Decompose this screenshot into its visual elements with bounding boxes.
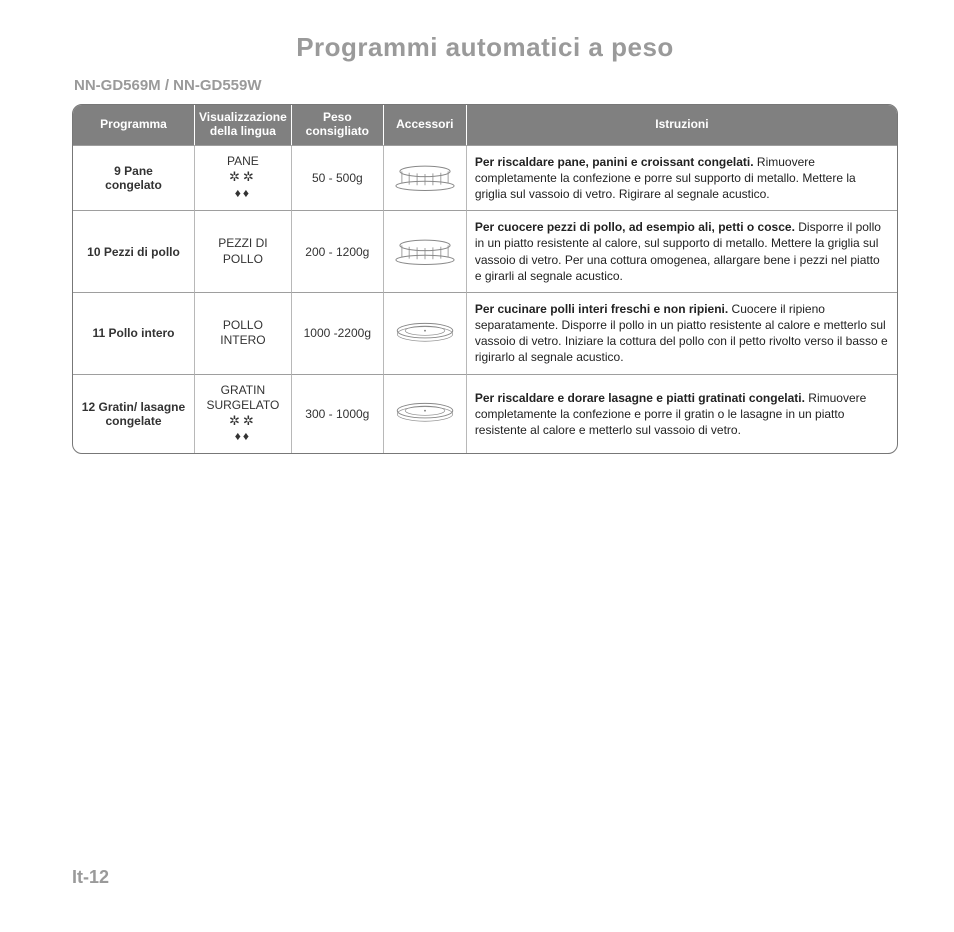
cell-accessory	[384, 145, 467, 211]
cell-accessory	[384, 374, 467, 453]
table-row: 10 Pezzi di pollo PEZZI DI POLLO 200 - 1…	[73, 210, 897, 292]
cell-instructions: Per riscaldare e dorare lasagne e piatti…	[467, 374, 897, 453]
model-numbers: NN-GD569M / NN-GD559W	[74, 77, 898, 94]
cell-programma: 10 Pezzi di pollo	[73, 210, 195, 292]
page-title: Programmi automatici a peso	[72, 32, 898, 63]
cell-weight: 300 - 1000g	[292, 374, 384, 453]
cell-instructions: Per riscaldare pane, panini e croissant …	[467, 145, 897, 211]
glass-plate-icon	[392, 314, 458, 350]
cell-programma: 12 Gratin/ lasagne congelate	[73, 374, 195, 453]
col-header-programma: Programma	[73, 105, 195, 145]
col-header-peso: Peso consigliato	[292, 105, 384, 145]
wire-rack-icon	[392, 158, 458, 194]
snowflake-icon: ✲✲	[229, 413, 257, 428]
cell-programma: 9 Pane congelato	[73, 145, 195, 211]
cell-weight: 1000 -2200g	[292, 292, 384, 374]
glass-plate-icon	[392, 394, 458, 430]
cell-accessory	[384, 292, 467, 374]
cell-weight: 50 - 500g	[292, 145, 384, 211]
cell-weight: 200 - 1200g	[292, 210, 384, 292]
programs-table: Programma Visualizzazione della lingua P…	[72, 104, 898, 454]
manual-page: Programmi automatici a peso NN-GD569M / …	[0, 0, 954, 932]
snowflake-icon: ✲✲	[229, 169, 257, 184]
table-row: 9 Pane congelato PANE ✲✲ ♦♦ 50 - 500g	[73, 145, 897, 211]
cell-instructions: Per cucinare polli interi freschi e non …	[467, 292, 897, 374]
wire-rack-icon	[392, 232, 458, 268]
cell-display: POLLO INTERO	[195, 292, 292, 374]
cell-programma: 11 Pollo intero	[73, 292, 195, 374]
col-header-istruzioni: Istruzioni	[467, 105, 897, 145]
col-header-accessori: Accessori	[384, 105, 467, 145]
cell-display: PEZZI DI POLLO	[195, 210, 292, 292]
cell-display: GRATIN SURGELATO ✲✲ ♦♦	[195, 374, 292, 453]
cell-instructions: Per cuocere pezzi di pollo, ad esempio a…	[467, 210, 897, 292]
col-header-visualizzazione: Visualizzazione della lingua	[195, 105, 292, 145]
cell-accessory	[384, 210, 467, 292]
table-row: 11 Pollo intero POLLO INTERO 1000 -2200g	[73, 292, 897, 374]
page-number: It-12	[72, 867, 109, 888]
cell-display: PANE ✲✲ ♦♦	[195, 145, 292, 211]
drops-icon: ♦♦	[235, 186, 251, 200]
drops-icon: ♦♦	[235, 429, 251, 443]
table-header-row: Programma Visualizzazione della lingua P…	[73, 105, 897, 145]
table-row: 12 Gratin/ lasagne congelate GRATIN SURG…	[73, 374, 897, 453]
